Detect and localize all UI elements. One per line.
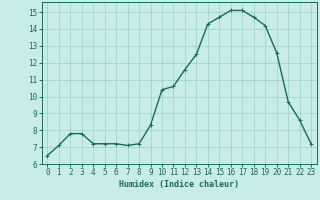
X-axis label: Humidex (Indice chaleur): Humidex (Indice chaleur) (119, 180, 239, 189)
